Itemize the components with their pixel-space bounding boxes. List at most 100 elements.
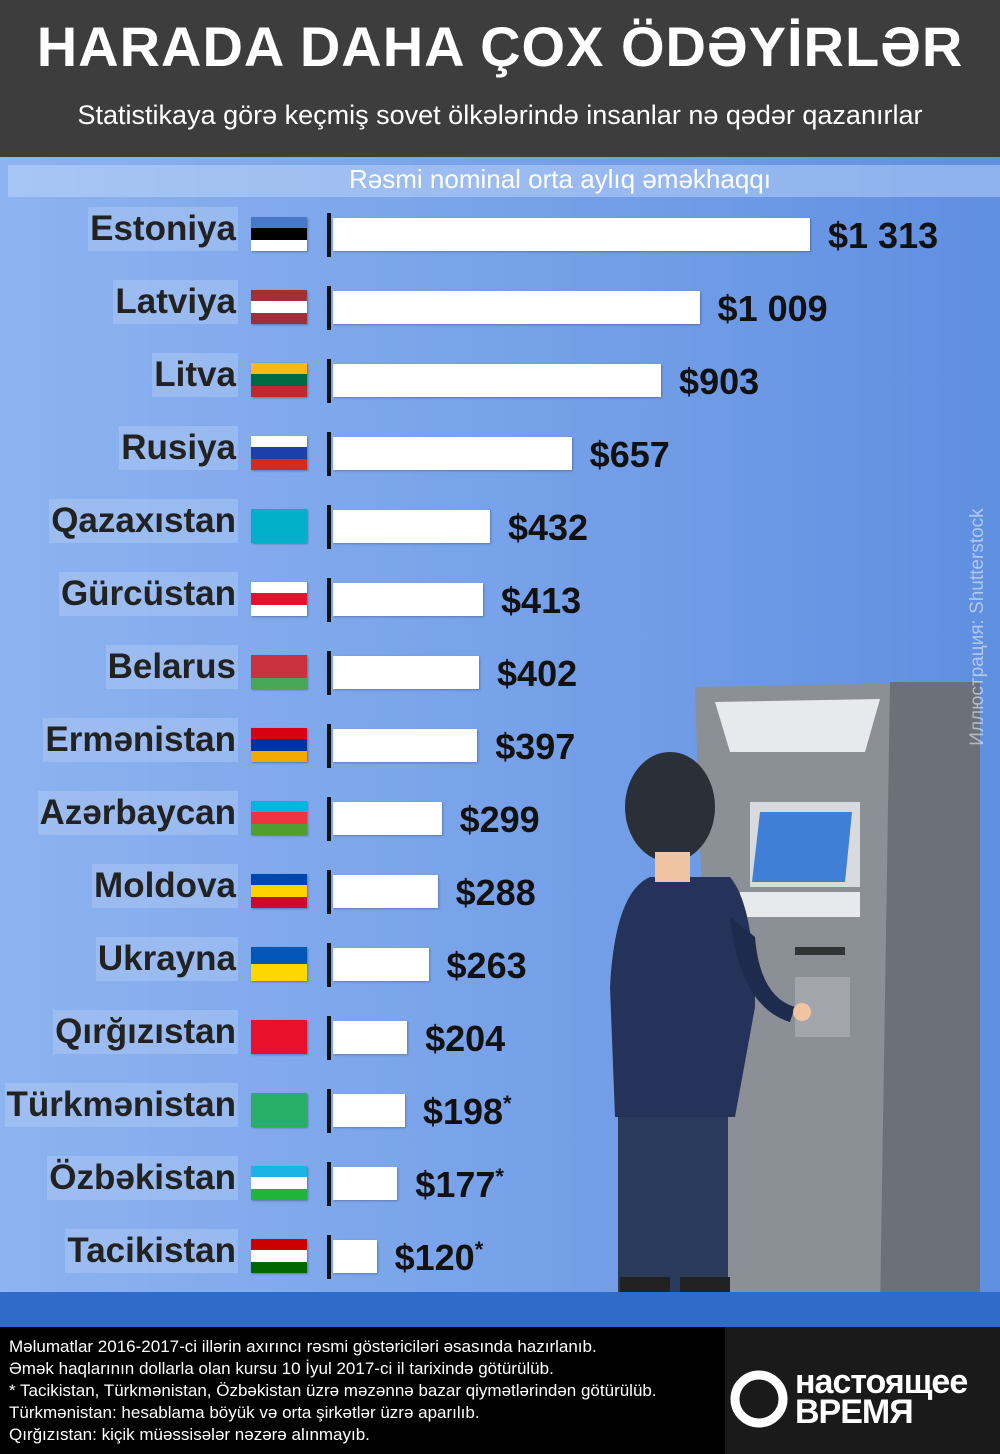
flag-icon: [251, 1166, 307, 1200]
axis-tick: [327, 870, 331, 914]
flag-stripe: [251, 385, 307, 397]
flag-icon: [251, 655, 307, 689]
data-label: $402: [497, 653, 577, 695]
bar: [333, 1021, 408, 1054]
flag-stripe: [251, 750, 307, 762]
axis-tick: [327, 1089, 331, 1133]
flag-stripe: [251, 728, 307, 740]
flag-stripe: [251, 896, 307, 908]
flag-stripe: [251, 1093, 307, 1110]
chart-row: Tacikistan $120*: [0, 1229, 1000, 1289]
data-label: $1 313: [828, 215, 938, 257]
bar: [333, 364, 662, 397]
flag-stripe: [251, 1020, 307, 1037]
flag-stripe: [251, 1261, 307, 1273]
bar: [333, 437, 572, 470]
atm-screen: [752, 812, 852, 882]
flag-stripe: [251, 436, 307, 448]
flag-icon: [251, 728, 307, 762]
value-text: $177: [415, 1164, 496, 1205]
chart-row: Türkmənistan $198*: [0, 1083, 1000, 1143]
value-text: $204: [425, 1018, 506, 1059]
flag-stripe: [251, 312, 307, 324]
chart-row: Özbəkistan $177*: [0, 1156, 1000, 1216]
data-label: $288: [456, 872, 536, 914]
flag-stripe: [251, 447, 307, 459]
flag-icon: [251, 947, 307, 981]
data-label: $432: [508, 507, 588, 549]
flag-stripe: [251, 1037, 307, 1054]
flag-stripe: [251, 812, 307, 824]
atm-illustration: [610, 682, 980, 1297]
category-label: Latviya: [113, 280, 238, 324]
data-label: $198*: [423, 1091, 512, 1133]
category-label: Ermənistan: [43, 718, 238, 762]
category-label: Qazaxıstan: [49, 499, 238, 543]
chart-area: Rəsmi nominal orta aylıq əməkhaqqı Eston…: [0, 157, 1000, 1327]
flag-stripe: [251, 885, 307, 897]
axis-tick: [327, 505, 331, 549]
flag-stripe: [251, 964, 307, 981]
axis-tick: [327, 797, 331, 841]
axis-tick: [327, 943, 331, 987]
chart-row: Azərbaycan $299: [0, 791, 1000, 851]
chart-row: Ermənistan $397: [0, 718, 1000, 778]
data-label: $903: [679, 361, 759, 403]
flag-stripe: [251, 526, 307, 543]
flag-stripe: [251, 874, 307, 886]
footer-notes: Məlumatlar 2016-2017-ci illərin axırıncı…: [0, 1327, 725, 1454]
axis-tick: [327, 1162, 331, 1206]
category-label: Estoniya: [88, 207, 238, 251]
value-text: $657: [589, 434, 670, 475]
bar: [333, 948, 429, 981]
data-label: $120*: [395, 1237, 484, 1279]
category-label: Belarus: [105, 645, 238, 689]
atm-side: [880, 682, 980, 1297]
asterisk: *: [495, 1164, 504, 1189]
flag-stripe: [251, 593, 307, 605]
data-label: $413: [501, 580, 581, 622]
footer-line: Əmək haqlarının dollarla olan kursu 10 İ…: [9, 1359, 554, 1378]
chart-row: Latviya $1 009: [0, 280, 1000, 340]
bar: [333, 729, 478, 762]
flag-stripe: [251, 666, 307, 678]
flag-stripe: [251, 374, 307, 386]
flag-icon: [251, 290, 307, 324]
flag-stripe: [251, 217, 307, 229]
flag-stripe: [251, 458, 307, 470]
category-label: Özbəkistan: [47, 1156, 238, 1200]
bar: [333, 218, 810, 251]
bar: [333, 875, 438, 908]
header: HARADA DAHA ÇOX ÖDƏYİRLƏR Statistikaya g…: [0, 0, 1000, 157]
axis-label-band: [8, 165, 1000, 197]
flag-stripe: [251, 1177, 307, 1189]
data-label: $397: [495, 726, 575, 768]
axis-tick: [327, 578, 331, 622]
category-label: Türkmənistan: [4, 1083, 238, 1127]
flag-stripe: [251, 604, 307, 616]
person-arm: [730, 917, 795, 1022]
bar: [333, 510, 490, 543]
flag-icon: [251, 874, 307, 908]
chart-row: Moldova $288: [0, 864, 1000, 924]
category-label: Gürcüstan: [58, 572, 238, 616]
flag-icon: [251, 1239, 307, 1273]
flag-stripe: [251, 301, 307, 313]
value-text: $299: [459, 799, 540, 840]
category-label: Moldova: [92, 864, 238, 908]
flag-stripe: [251, 1166, 307, 1178]
flag-stripe: [251, 509, 307, 526]
flag-icon: [251, 1093, 307, 1127]
category-label: Azərbaycan: [37, 791, 238, 835]
flag-icon: [251, 363, 307, 397]
flag-stripe: [251, 739, 307, 751]
bar: [333, 583, 484, 616]
axis-tick: [327, 1016, 331, 1060]
logo: настоящее время: [725, 1327, 1000, 1454]
bar: [333, 802, 442, 835]
bar: [333, 656, 480, 689]
category-label: Tacikistan: [65, 1229, 238, 1273]
axis-tick: [327, 213, 331, 257]
person-legs: [618, 1087, 728, 1292]
atm-top: [715, 699, 880, 752]
